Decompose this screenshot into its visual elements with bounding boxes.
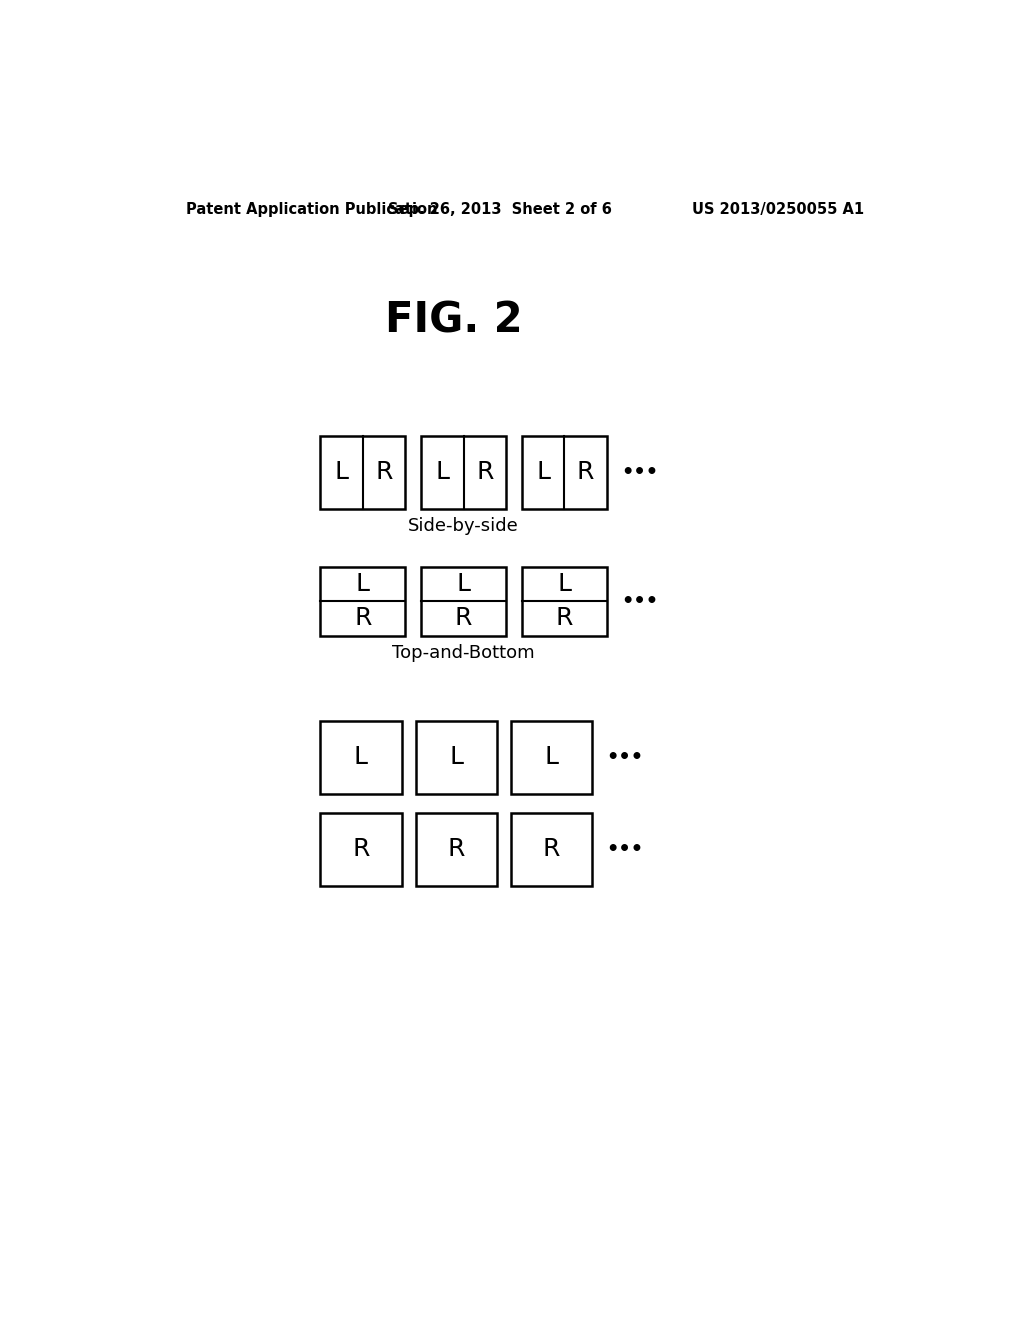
Text: FIG. 2: FIG. 2 [385,300,522,341]
Text: R: R [352,837,370,862]
Text: Patent Application Publication: Patent Application Publication [186,202,437,218]
Text: R: R [455,606,472,631]
Text: L: L [450,744,463,770]
Text: L: L [545,744,558,770]
Text: R: R [354,606,372,631]
Text: •••: ••• [621,591,658,611]
Text: R: R [543,837,560,862]
Text: R: R [447,837,465,862]
Text: R: R [577,461,594,484]
Text: L: L [354,744,368,770]
Text: R: R [556,606,573,631]
Text: Side-by-side: Side-by-side [409,516,519,535]
Bar [511,813,592,886]
Bar [511,721,592,793]
Bar [321,721,401,793]
Text: R: R [376,461,393,484]
Text: L: L [536,461,550,484]
Bar [521,436,607,508]
Bar [521,566,607,636]
Text: US 2013/0250055 A1: US 2013/0250055 A1 [692,202,864,218]
Bar [321,436,406,508]
Text: •••: ••• [606,747,643,767]
Bar [421,566,506,636]
Bar [321,813,401,886]
Text: •••: ••• [621,463,658,482]
Bar [416,813,497,886]
Text: L: L [557,572,571,595]
Text: Sep. 26, 2013  Sheet 2 of 6: Sep. 26, 2013 Sheet 2 of 6 [388,202,612,218]
Text: Top-and-Bottom: Top-and-Bottom [392,644,535,661]
Text: L: L [335,461,348,484]
Bar [421,436,506,508]
Bar [416,721,497,793]
Text: L: L [457,572,471,595]
Bar [321,566,406,636]
Text: R: R [476,461,494,484]
Text: •••: ••• [606,840,643,859]
Text: L: L [355,572,370,595]
Text: L: L [435,461,450,484]
